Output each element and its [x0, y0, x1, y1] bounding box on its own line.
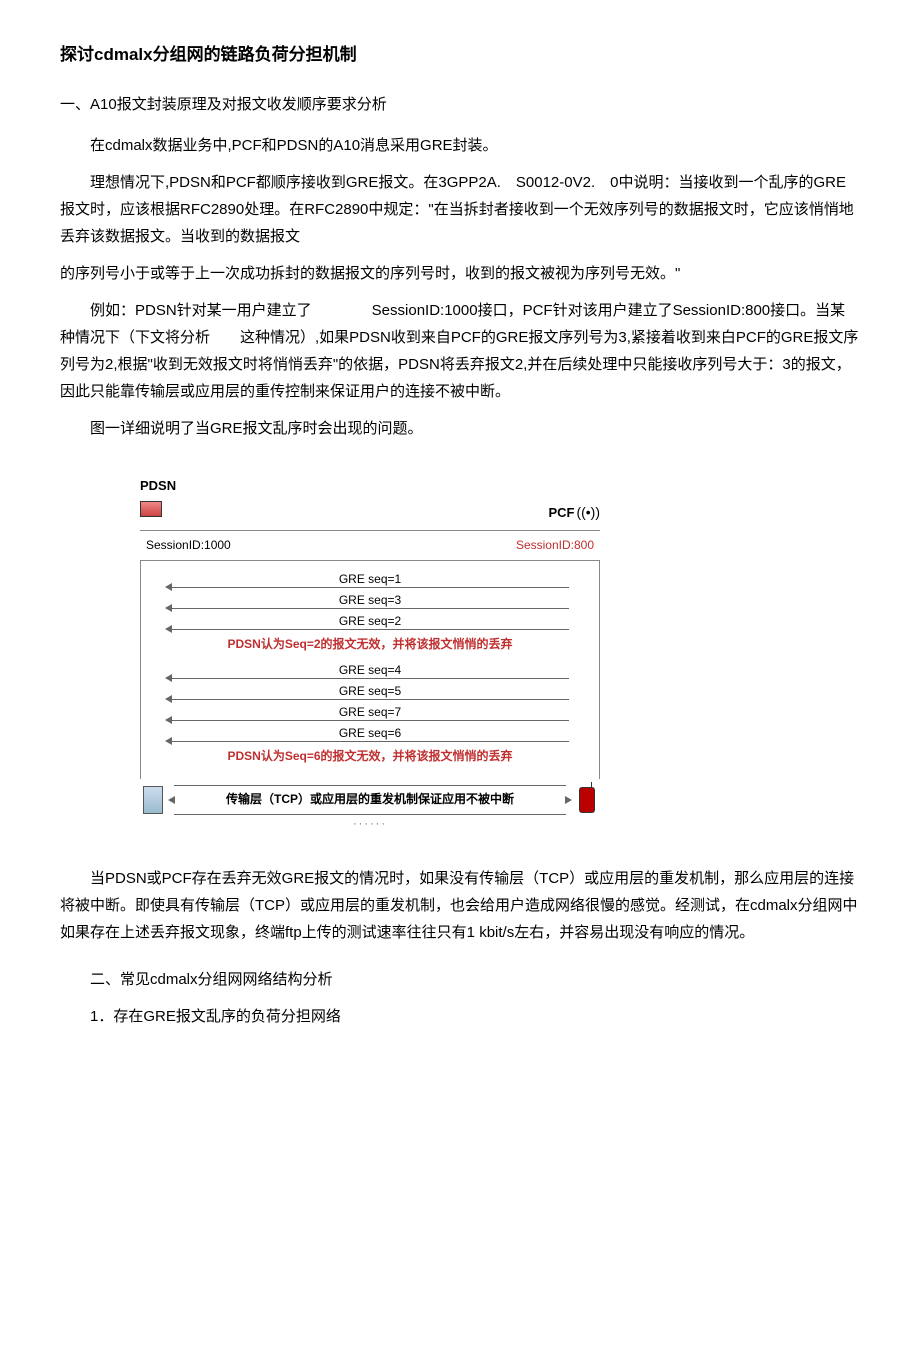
- discard-note-2: PDSN认为Seq=6的报文无效，并将该报文悄悄的丢弃: [141, 746, 599, 768]
- paragraph: 例如：PDSN针对某一用户建立了 SessionID:1000接口，PCF针对该…: [60, 297, 860, 405]
- sequence-diagram: PDSN PCF ((•)) SessionID:1000 SessionID:…: [140, 472, 600, 835]
- message-lanes: GRE seq=1 GRE seq=3 GRE seq=2 PDSN认为Seq=…: [140, 561, 600, 779]
- pdsn-label: PDSN: [140, 478, 176, 493]
- pdsn-node: PDSN: [140, 472, 176, 526]
- msg-label: GRE seq=5: [335, 684, 405, 698]
- heading-subsection-2-1: 1．存在GRE报文乱序的负荷分担网络: [60, 1003, 860, 1030]
- paragraph: 图一详细说明了当GRE报文乱序时会出现的问题。: [60, 415, 860, 442]
- paragraph: 理想情况下,PDSN和PCF都顺序接收到GRE报文。在3GPP2A. S0012…: [60, 169, 860, 250]
- heading-section-2: 二、常见cdmalx分组网网络结构分析: [60, 966, 860, 993]
- diagram-header: PDSN PCF ((•)): [140, 472, 600, 526]
- antenna-icon: ((•)): [576, 500, 600, 525]
- pdsn-icon: [140, 501, 162, 517]
- heading-section-1: 一、A10报文封装原理及对报文收发顺序要求分析: [60, 91, 860, 118]
- msg-seq2: GRE seq=2: [171, 613, 569, 630]
- msg-seq1: GRE seq=1: [171, 571, 569, 588]
- paragraph: 当PDSN或PCF存在丢弃无效GRE报文的情况时，如果没有传输层（TCP）或应用…: [60, 865, 860, 946]
- transport-label: 传输层（TCP）或应用层的重发机制保证应用不被中断: [226, 792, 514, 806]
- session-left: SessionID:1000: [146, 535, 231, 557]
- msg-label: GRE seq=6: [335, 726, 405, 740]
- msg-label: GRE seq=4: [335, 663, 405, 677]
- msg-label: GRE seq=3: [335, 593, 405, 607]
- pcf-node: PCF ((•)): [548, 500, 600, 525]
- pcf-label: PCF: [548, 501, 574, 524]
- msg-seq4: GRE seq=4: [171, 662, 569, 679]
- session-right: SessionID:800: [516, 535, 594, 557]
- ellipsis: ······: [140, 815, 600, 835]
- doc-title: 探讨cdmalx分组网的链路负荷分担机制: [60, 40, 860, 71]
- msg-seq7: GRE seq=7: [171, 704, 569, 721]
- msg-seq5: GRE seq=5: [171, 683, 569, 700]
- transport-link: 传输层（TCP）或应用层的重发机制保证应用不被中断: [174, 785, 566, 815]
- phone-icon: [574, 787, 600, 813]
- msg-seq3: GRE seq=3: [171, 592, 569, 609]
- msg-seq6: GRE seq=6: [171, 725, 569, 742]
- msg-label: GRE seq=1: [335, 572, 405, 586]
- diagram-bottom: 传输层（TCP）或应用层的重发机制保证应用不被中断: [140, 785, 600, 815]
- paragraph: 在cdmalx数据业务中,PCF和PDSN的A10消息采用GRE封装。: [60, 132, 860, 159]
- server-icon: [140, 786, 166, 814]
- msg-label: GRE seq=2: [335, 614, 405, 628]
- discard-note-1: PDSN认为Seq=2的报文无效，并将该报文悄悄的丢弃: [141, 634, 599, 656]
- session-row: SessionID:1000 SessionID:800: [140, 530, 600, 562]
- paragraph: 的序列号小于或等于上一次成功拆封的数据报文的序列号时，收到的报文被视为序列号无效…: [60, 260, 860, 287]
- msg-label: GRE seq=7: [335, 705, 405, 719]
